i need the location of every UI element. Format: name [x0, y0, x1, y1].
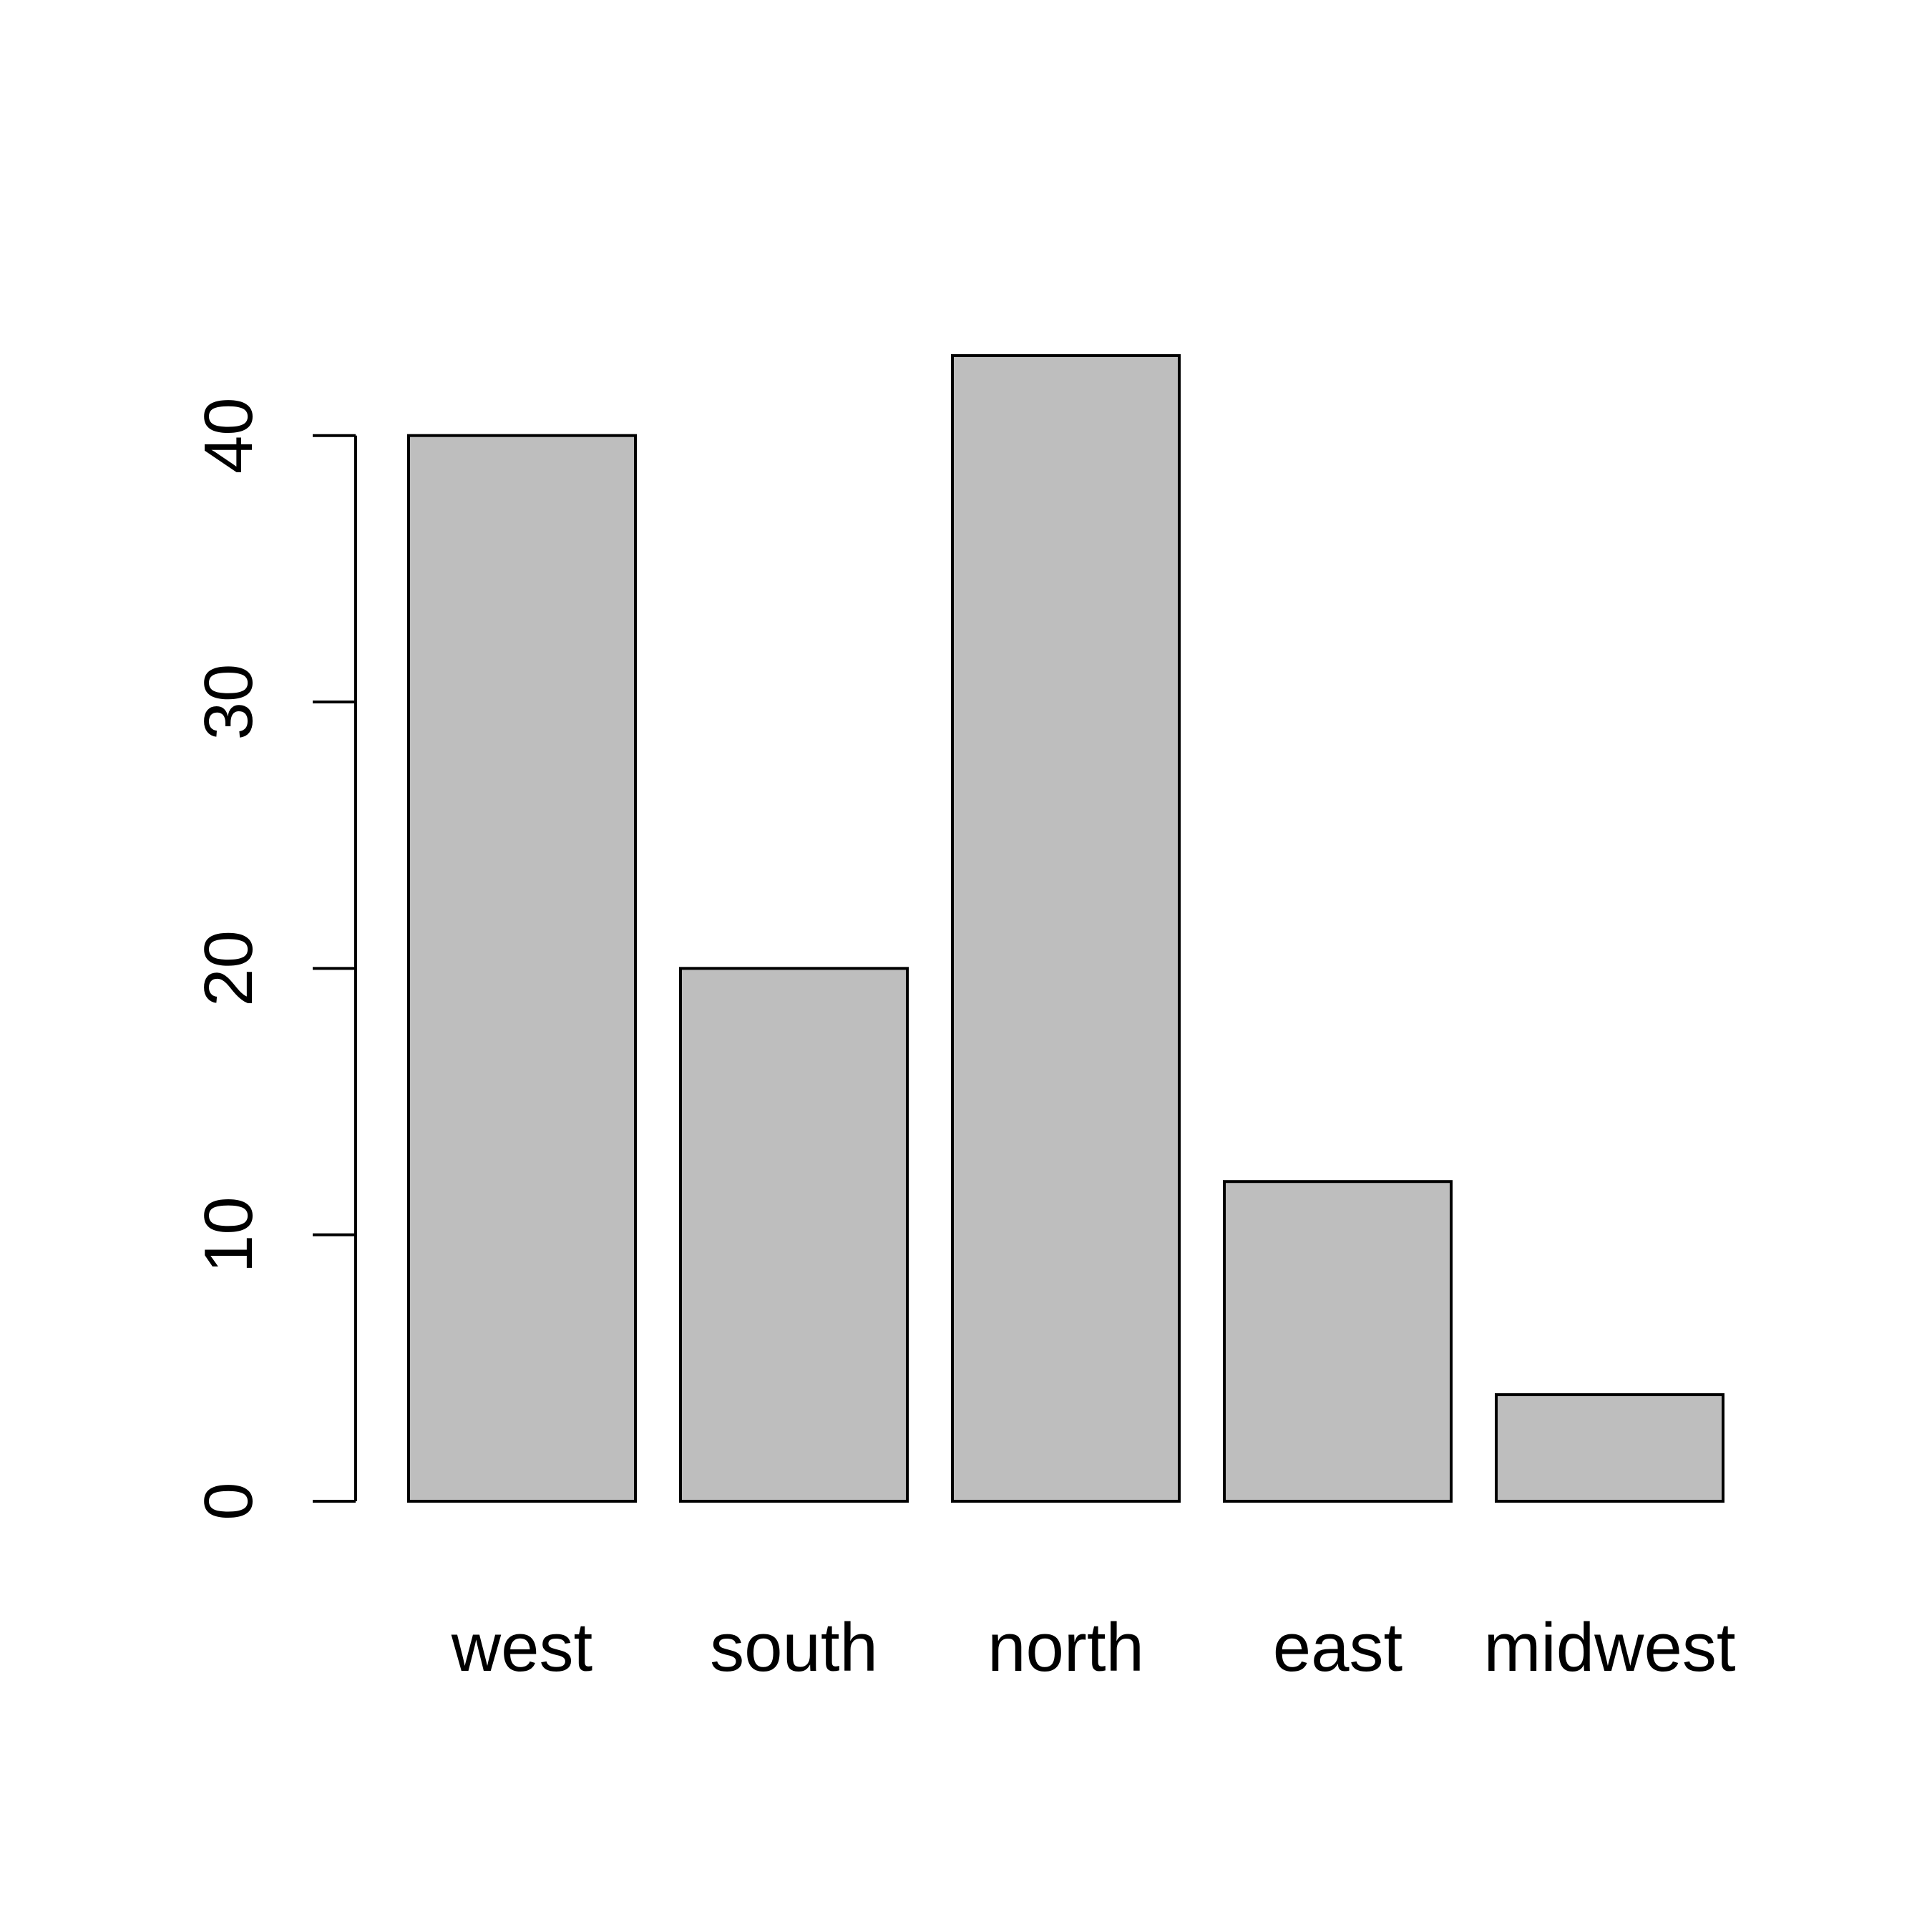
bar-east [1223, 1180, 1453, 1503]
bars-group [407, 354, 1724, 1503]
x-tick-label-north: north [987, 1609, 1144, 1686]
bar-south [679, 967, 909, 1503]
y-tick-label-0: 0 [190, 1482, 267, 1520]
y-tick-label-20: 20 [190, 930, 267, 1007]
bar-north [951, 354, 1181, 1503]
x-axis-labels: west south north east midwest [451, 1609, 1736, 1686]
y-tick-label-10: 10 [190, 1196, 267, 1273]
x-tick-label-midwest: midwest [1483, 1609, 1735, 1686]
bar-midwest [1495, 1393, 1724, 1503]
bar-west [407, 434, 637, 1503]
x-tick-label-west: west [451, 1609, 592, 1686]
x-tick-label-east: east [1273, 1609, 1402, 1686]
x-tick-label-south: south [710, 1609, 878, 1686]
y-axis: 0 10 20 30 40 [190, 397, 357, 1521]
y-tick-label-40: 40 [190, 397, 267, 474]
y-tick-label-30: 30 [190, 664, 267, 741]
